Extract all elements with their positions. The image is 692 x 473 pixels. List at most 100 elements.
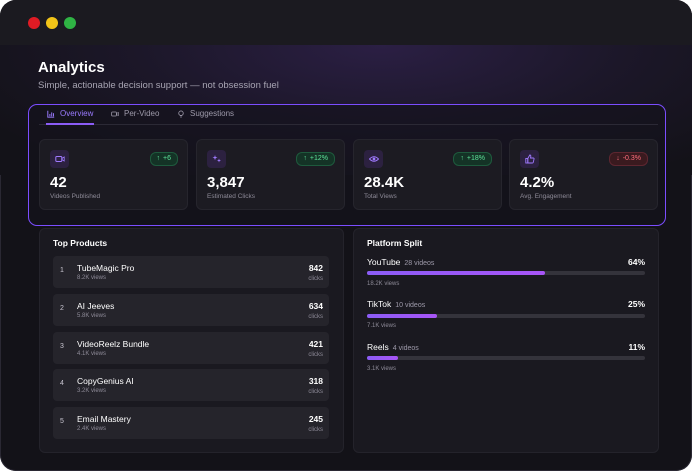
platform-share-fill: [367, 271, 545, 275]
product-clicks-label: clicks: [308, 427, 323, 433]
stat-label: Avg. Engagement: [520, 193, 572, 200]
tab-overview-label: Overview: [60, 109, 94, 118]
platform-views: 3.1K views: [367, 366, 397, 372]
product-rank: 1: [60, 267, 64, 274]
stat-label: Videos Published: [50, 193, 101, 200]
product-name: CopyGenius AI: [77, 376, 134, 386]
platform-percent: 64%: [627, 257, 645, 267]
video-icon: [50, 150, 69, 168]
product-clicks: 421: [308, 339, 323, 349]
platform-share-fill: [367, 356, 398, 360]
trend-badge-value: +6: [163, 155, 171, 162]
bar-chart-icon: [47, 110, 55, 118]
stat-value: 42: [50, 174, 67, 191]
product-name: VideoReelz Bundle: [77, 339, 150, 349]
product-name: Email Mastery: [77, 414, 131, 424]
top-products-title: Top Products: [53, 238, 108, 248]
product-views: 2.4K views: [77, 426, 107, 432]
platform-video-count: 4 videos: [392, 345, 419, 352]
product-row[interactable]: 5 Email Mastery 2.4K views 245 clicks: [53, 407, 329, 439]
trend-badge: ↓ -0.3%: [609, 152, 648, 166]
arrow-up-icon: ↑: [303, 155, 307, 162]
product-row[interactable]: 4 CopyGenius AI 3.2K views 318 clicks: [53, 369, 329, 401]
arrow-up-icon: ↑: [460, 155, 464, 162]
product-row[interactable]: 1 TubeMagic Pro 8.2K views 842 clicks: [53, 256, 329, 288]
stat-card-avg-engagement: ↓ -0.3% 4.2% Avg. Engagement: [509, 139, 658, 210]
product-row[interactable]: 3 VideoReelz Bundle 4.1K views 421 click…: [53, 332, 329, 364]
stat-card-total-views: ↑ +18% 28.4K Total Views: [353, 139, 502, 210]
product-rank: 2: [60, 305, 64, 312]
platform-name-label: TikTok: [367, 299, 392, 309]
platform-percent: 11%: [628, 342, 645, 352]
product-name: AI Jeeves: [77, 301, 115, 311]
platform-name: Reels 4 videos: [367, 342, 419, 352]
thumbs-up-icon: [520, 150, 539, 168]
product-clicks-label: clicks: [308, 314, 323, 320]
tab-suggestions[interactable]: Suggestions: [177, 109, 234, 118]
active-tab-indicator: [46, 123, 94, 125]
product-clicks: 318: [308, 376, 323, 386]
tab-divider: [39, 124, 658, 125]
platform-split-title: Platform Split: [367, 238, 423, 248]
close-window-button[interactable]: [28, 17, 40, 29]
product-clicks: 245: [308, 414, 323, 424]
tab-overview[interactable]: Overview: [47, 109, 93, 118]
stat-value: 28.4K: [364, 174, 405, 191]
product-name: TubeMagic Pro: [77, 263, 135, 273]
trend-badge-value: +12%: [309, 155, 328, 162]
platform-video-count: 28 videos: [404, 260, 435, 267]
platform-views: 7.1K views: [367, 323, 397, 329]
trend-badge: ↑ +12%: [296, 152, 335, 166]
platform-name: YouTube 28 videos: [367, 257, 434, 267]
platform-views: 18.2K views: [367, 281, 400, 287]
arrow-down-icon: ↓: [616, 155, 620, 162]
trend-badge: ↑ +18%: [453, 152, 492, 166]
platform-percent: 25%: [627, 299, 645, 309]
platform-share-bar: [367, 314, 645, 318]
platform-name-label: YouTube: [367, 257, 401, 267]
video-icon: [111, 111, 119, 116]
product-clicks-label: clicks: [308, 276, 323, 282]
product-clicks: 842: [308, 263, 323, 273]
lightbulb-icon: [178, 110, 184, 117]
trend-badge-value: -0.3%: [622, 155, 641, 162]
tab-per-video-label: Per-Video: [124, 109, 160, 118]
platform-share-fill: [367, 314, 437, 318]
minimize-window-button[interactable]: [46, 17, 58, 29]
product-row[interactable]: 2 AI Jeeves 5.8K views 634 clicks: [53, 294, 329, 326]
product-views: 8.2K views: [77, 275, 107, 281]
tab-per-video[interactable]: Per-Video: [111, 109, 159, 118]
title-bar: [0, 0, 692, 45]
stat-value: 4.2%: [520, 174, 555, 191]
product-rank: 4: [60, 380, 64, 387]
stat-card-videos-published: ↑ +6 42 Videos Published: [39, 139, 188, 210]
platform-share-bar: [367, 271, 645, 275]
product-clicks-label: clicks: [308, 352, 323, 358]
product-rank: 3: [60, 343, 64, 350]
stat-card-estimated-clicks: ↑ +12% 3,847 Estimated Clicks: [196, 139, 345, 210]
product-views: 4.1K views: [77, 351, 107, 357]
product-views: 5.8K views: [77, 313, 107, 319]
trend-badge: ↑ +6: [149, 152, 178, 166]
stat-label: Estimated Clicks: [207, 193, 256, 200]
platform-split-panel: [353, 228, 659, 453]
trend-badge-value: +18%: [466, 155, 485, 162]
product-views: 3.2K views: [77, 388, 107, 394]
stat-value: 3,847: [207, 174, 245, 191]
arrow-up-icon: ↑: [156, 155, 161, 162]
maximize-window-button[interactable]: [64, 17, 76, 29]
product-clicks: 634: [308, 301, 323, 311]
page-subtitle: Simple, actionable decision support — no…: [38, 80, 279, 91]
page-title: Analytics: [38, 59, 105, 76]
platform-video-count: 10 videos: [395, 302, 426, 309]
eye-icon: [364, 150, 383, 168]
product-clicks-label: clicks: [308, 389, 323, 395]
tab-suggestions-label: Suggestions: [190, 109, 235, 118]
product-rank: 5: [60, 418, 64, 425]
platform-name: TikTok 10 videos: [367, 299, 425, 309]
platform-name-label: Reels: [367, 342, 389, 352]
stat-label: Total Views: [364, 193, 397, 200]
platform-share-bar: [367, 356, 645, 360]
sparkle-icon: [207, 150, 226, 168]
